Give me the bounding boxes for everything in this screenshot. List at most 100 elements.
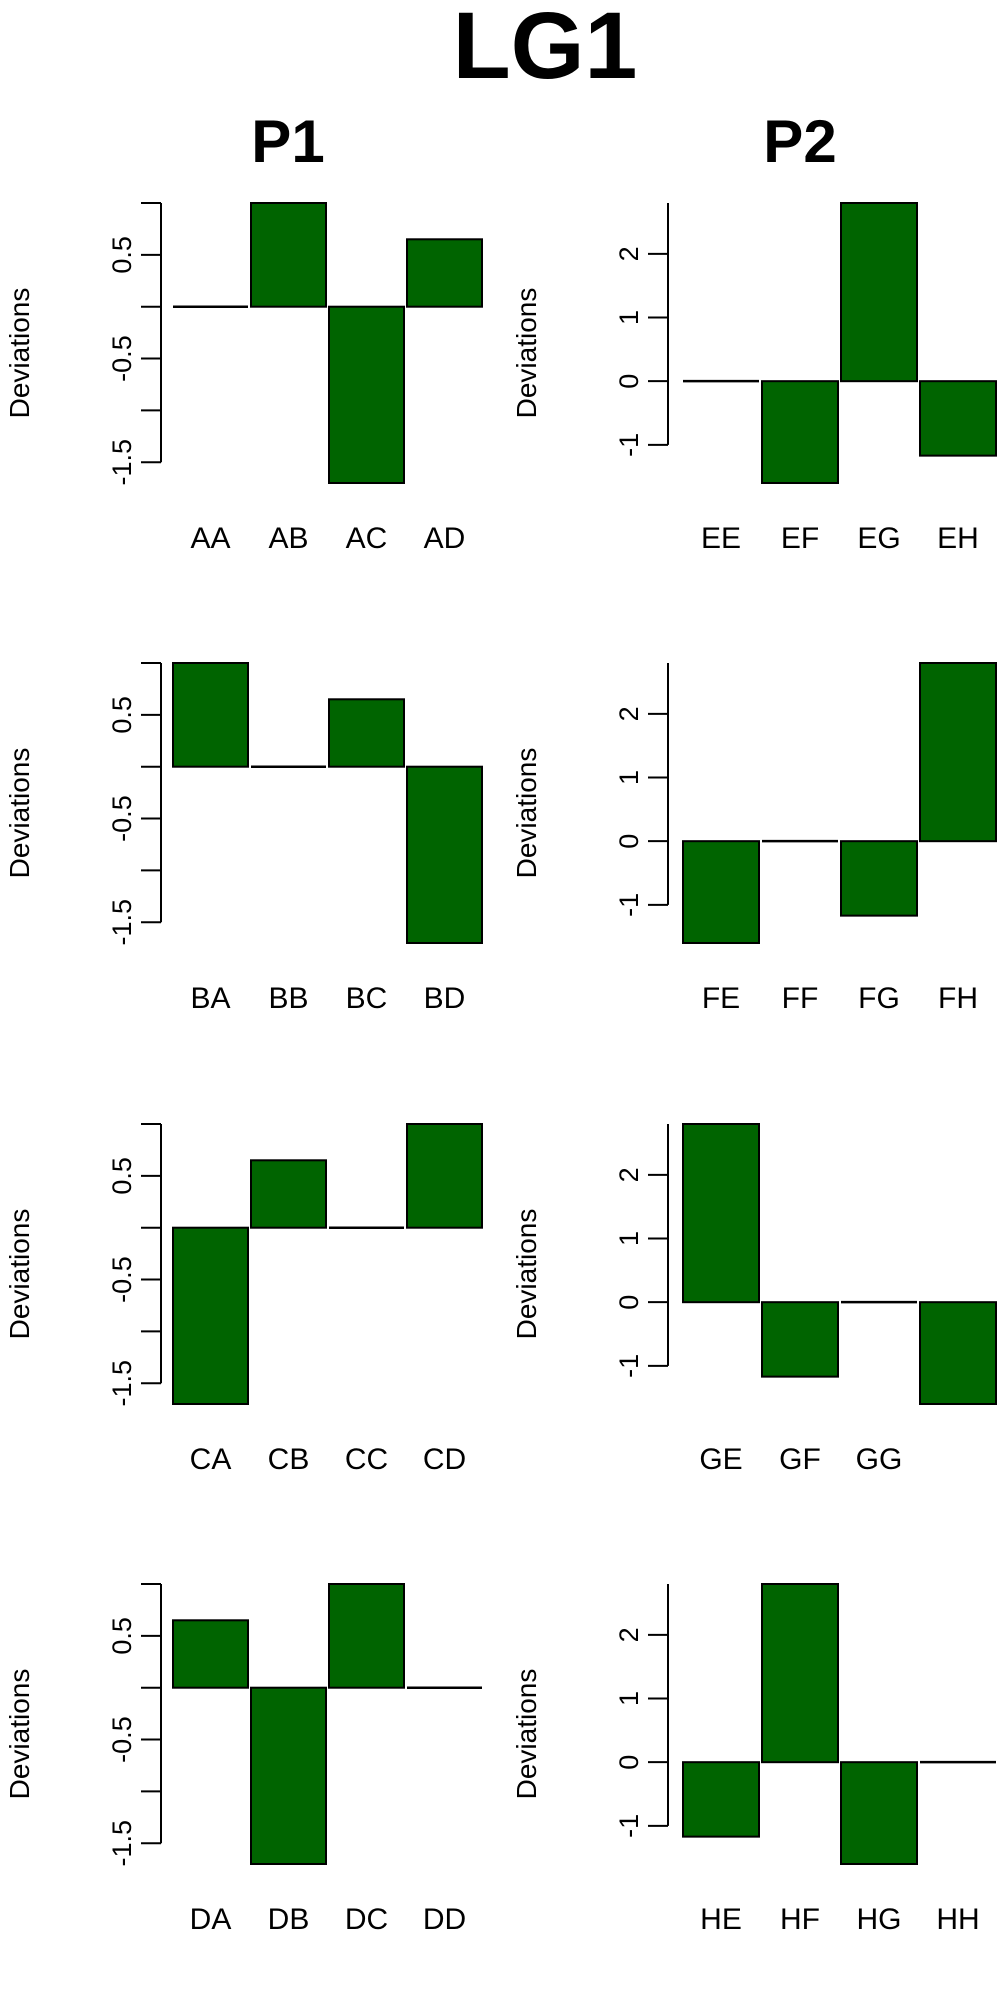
bar-HF: [761, 1583, 839, 1764]
category-label: EF: [781, 522, 819, 555]
bar-FH: [919, 662, 997, 843]
category-label: FE: [702, 982, 740, 1015]
bar-blank: [919, 1301, 997, 1405]
category-label: BA: [190, 982, 230, 1015]
y-tick-label: 0.5: [107, 696, 137, 734]
bar-AD: [406, 238, 483, 308]
y-tick-label: 0: [614, 1295, 644, 1310]
category-label: AB: [268, 522, 308, 555]
category-label: HH: [936, 1903, 979, 1936]
y-tick-label: 2: [614, 1627, 644, 1642]
y-axis-label: Deviations: [511, 748, 542, 879]
bar-BC: [328, 698, 405, 768]
y-axis-label: Deviations: [4, 1669, 35, 1800]
bar-CD: [406, 1123, 483, 1229]
y-axis-label: Deviations: [4, 1209, 35, 1340]
category-label: CA: [190, 1443, 232, 1476]
category-label: EE: [701, 522, 741, 555]
y-tick-label: 0.5: [107, 236, 137, 274]
y-tick-label: 2: [614, 246, 644, 261]
category-label: DA: [190, 1903, 232, 1936]
column-title-p2: P2: [763, 108, 836, 175]
panel-2: 2 1 0 -1 Deviations EE EF EG EH: [511, 202, 997, 555]
y-tick-label: -1: [614, 893, 644, 917]
y-tick-label: 0.5: [107, 1157, 137, 1195]
category-label: CB: [268, 1443, 310, 1476]
y-tick-label: -0.5: [107, 1256, 137, 1303]
y-axis-label: Deviations: [511, 288, 542, 419]
category-label: BB: [268, 982, 308, 1015]
category-label: DD: [423, 1903, 466, 1936]
category-label: GF: [779, 1443, 821, 1476]
bar-BD: [406, 765, 483, 944]
bar-FE: [682, 840, 760, 945]
panel-7: 0.5 -0.5 -1.5 Deviations DA DB DC DD: [4, 1583, 482, 1936]
bar-EG: [840, 202, 918, 383]
y-tick-label: 2: [614, 706, 644, 721]
category-label: GE: [699, 1443, 742, 1476]
y-tick-label: 1: [614, 310, 644, 325]
y-tick-label: 0: [614, 374, 644, 389]
bar-CA: [172, 1226, 249, 1406]
category-label: AC: [346, 522, 388, 555]
y-tick-label: -1.5: [107, 1820, 137, 1867]
category-label: HE: [700, 1903, 742, 1936]
bar-AC: [328, 305, 405, 484]
category-label: GG: [856, 1443, 903, 1476]
bar-CB: [250, 1159, 327, 1229]
category-label: FF: [782, 982, 819, 1015]
y-tick-label: 1: [614, 770, 644, 785]
category-label: EG: [857, 522, 900, 555]
y-axis-label: Deviations: [511, 1669, 542, 1800]
column-title-p1: P1: [251, 108, 324, 175]
category-label: HG: [857, 1903, 902, 1936]
bar-GF: [761, 1301, 839, 1378]
y-tick-label: -1.5: [107, 899, 137, 946]
bar-GE: [682, 1123, 760, 1304]
y-tick-label: -1.5: [107, 1360, 137, 1407]
bar-EF: [761, 380, 839, 485]
y-tick-label: 1: [614, 1231, 644, 1246]
category-label: CD: [423, 1443, 466, 1476]
y-tick-label: -0.5: [107, 335, 137, 382]
y-tick-label: -0.5: [107, 1716, 137, 1763]
bar-AB: [250, 202, 327, 308]
y-tick-label: -1: [614, 433, 644, 457]
y-tick-label: -1.5: [107, 439, 137, 486]
y-tick-label: 1: [614, 1691, 644, 1706]
panel-4: 2 1 0 -1 Deviations FE FF FG FH: [511, 662, 997, 1015]
panel-1: 0.5 -0.5 -1.5 Deviations AA AB AC AD: [4, 202, 483, 555]
category-label: FH: [938, 982, 978, 1015]
bar-EH: [919, 380, 997, 457]
figure-title: LG1: [453, 0, 638, 99]
panel-6: 2 1 0 -1 Deviations GE GF GG: [511, 1123, 997, 1476]
category-label: FG: [858, 982, 900, 1015]
bar-FG: [840, 840, 918, 917]
y-axis-label: Deviations: [4, 748, 35, 879]
panel-8: 2 1 0 -1 Deviations HE HF HG HH: [511, 1583, 996, 1936]
y-tick-label: 0: [614, 1755, 644, 1770]
category-label: AD: [424, 522, 466, 555]
category-label: BC: [346, 982, 388, 1015]
y-tick-label: -1: [614, 1354, 644, 1378]
panel-3: 0.5 -0.5 -1.5 Deviations BA BB BC BD: [4, 662, 483, 1015]
category-label: DC: [345, 1903, 388, 1936]
y-tick-label: 2: [614, 1167, 644, 1182]
category-label: HF: [780, 1903, 820, 1936]
category-label: EH: [937, 522, 979, 555]
bar-HG: [840, 1761, 918, 1865]
y-tick-label: 0.5: [107, 1617, 137, 1655]
bar-DC: [328, 1583, 405, 1689]
category-label: BD: [424, 982, 466, 1015]
category-label: AA: [190, 522, 230, 555]
y-tick-label: 0: [614, 834, 644, 849]
panel-5: 0.5 -0.5 -1.5 Deviations CA CB CC CD: [4, 1123, 483, 1476]
bar-DA: [172, 1619, 249, 1689]
category-label: CC: [345, 1443, 388, 1476]
bar-DB: [250, 1686, 327, 1866]
bar-BA: [172, 662, 249, 768]
y-axis-label: Deviations: [511, 1209, 542, 1340]
y-tick-label: -1: [614, 1814, 644, 1838]
y-axis-label: Deviations: [4, 288, 35, 419]
